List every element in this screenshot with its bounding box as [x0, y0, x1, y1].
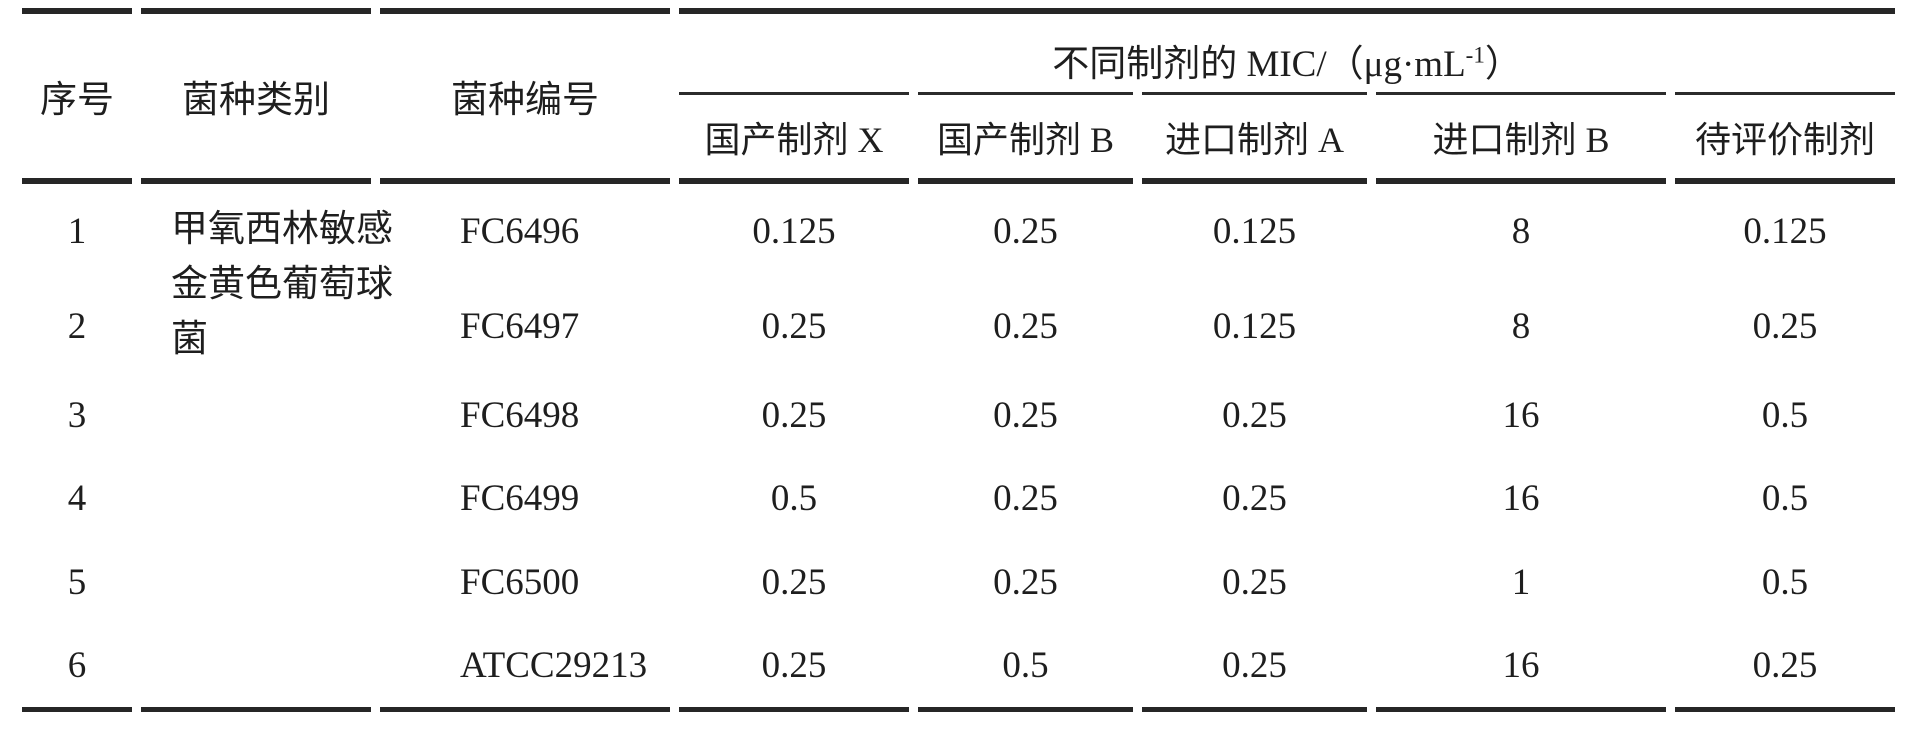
mic-value-cell: 0.25	[993, 395, 1058, 436]
mic-value-cell: 8	[1511, 305, 1531, 347]
mic-value-cell: 0.5	[918, 624, 1133, 712]
mic-value-cell: 1	[1511, 561, 1531, 603]
mic-value-cell: 0.125	[1743, 210, 1827, 252]
table-row: 2 FC6497 0.25 0.25 0.125 8 0.25	[22, 278, 1895, 374]
table-row: 5 FC6500 0.25 0.25 0.25 1 0.5	[22, 540, 1895, 624]
mic-value-cell: 16	[1376, 624, 1666, 712]
col-header-mic-group: 不同制剂的 MIC/（μg·mL-1）	[679, 8, 1896, 92]
col-header-domestic-x: 国产制剂 X	[679, 92, 909, 184]
table-row: 1 甲氧西林敏感金黄色葡萄球菌 FC6496 0.125 0.25 0.125 …	[22, 184, 1895, 712]
strain-category-text: 甲氧西林敏感金黄色葡萄球菌	[171, 209, 393, 360]
col-header-domestic-b: 国产制剂 B	[918, 92, 1133, 184]
col-header-strain-category: 菌种类别	[141, 8, 371, 184]
mic-value-cell: 0.5	[770, 478, 818, 519]
mic-value-cell: 0.25	[1675, 624, 1896, 712]
mic-value-cell: 16	[1502, 478, 1540, 519]
mic-value-cell: 0.5	[1761, 478, 1809, 519]
mic-value-cell: 0.25	[761, 395, 827, 436]
mic-value-cell: 0.25	[761, 305, 827, 347]
strain-category-cell: 甲氧西林敏感金黄色葡萄球菌	[141, 184, 393, 712]
mic-unit-exponent: -1	[1465, 42, 1485, 68]
col-header-serial: 序号	[22, 8, 132, 184]
table-row: 4 FC6499 0.5 0.25 0.25 16 0.5	[22, 457, 1895, 540]
mic-value-cell: 0.25	[761, 561, 827, 603]
col-header-strain-id: 菌种编号	[380, 8, 670, 184]
mic-value-cell: 0.125	[752, 210, 836, 252]
mic-value-cell: 8	[1511, 210, 1531, 252]
table-row: 3 FC6498 0.25 0.25 0.25 16 0.5	[22, 374, 1895, 457]
mic-value-cell: 0.25	[993, 305, 1058, 347]
mic-value-cell: 0.125	[1212, 210, 1297, 252]
mic-value-cell: 0.5	[1761, 395, 1809, 436]
mic-value-cell: 0.25	[993, 561, 1058, 603]
serial-cell: 1	[67, 210, 87, 252]
col-header-candidate: 待评价制剂	[1675, 92, 1896, 184]
mic-value-cell: 0.25	[1222, 395, 1287, 436]
strain-id-cell: FC6499	[460, 478, 580, 519]
mic-value-cell: 0.25	[993, 210, 1058, 252]
strain-id-cell: ATCC29213	[380, 624, 670, 712]
mic-value-cell: 0.25	[1222, 561, 1287, 603]
table-row: 6 ATCC29213 0.25 0.5 0.25 16 0.25	[22, 624, 1896, 712]
serial-cell: 3	[67, 395, 87, 436]
mic-value-cell: 0.25	[679, 624, 909, 712]
mic-unit-suffix: ）	[1484, 44, 1522, 85]
header-group-row: 序号 菌种类别 菌种编号 不同制剂的 MIC/（μg·mL-1）	[22, 8, 1896, 184]
mic-value-cell: 0.25	[1222, 478, 1287, 519]
serial-cell: 5	[67, 561, 87, 603]
serial-cell: 4	[67, 478, 87, 519]
serial-cell: 2	[67, 305, 87, 347]
mic-value-cell: 0.25	[993, 478, 1058, 519]
strain-id-cell: FC6497	[460, 305, 580, 347]
mic-value-cell: 0.25	[1142, 624, 1367, 712]
col-header-imported-a: 进口制剂 A	[1142, 92, 1367, 184]
strain-id-cell: FC6498	[460, 395, 580, 436]
mic-value-cell: 16	[1502, 395, 1540, 436]
serial-cell: 6	[22, 624, 132, 712]
col-header-imported-b: 进口制剂 B	[1376, 92, 1666, 184]
mic-value-cell: 0.125	[1212, 305, 1297, 347]
mic-value-cell: 0.5	[1761, 561, 1809, 603]
strain-id-cell: FC6496	[460, 210, 580, 252]
mic-unit-prefix: 不同制剂的 MIC/（μg·mL	[1052, 44, 1466, 85]
strain-id-cell: FC6500	[460, 561, 580, 603]
mic-value-cell: 0.25	[1752, 305, 1818, 347]
header-sub-row: 国产制剂 X 国产制剂 B 进口制剂 A 进口制剂 B 待评价制剂	[22, 92, 1896, 184]
mic-results-table: 序号 菌种类别 菌种编号 不同制剂的 MIC/（μg·mL-1） 国产制剂 X …	[13, 8, 1904, 712]
